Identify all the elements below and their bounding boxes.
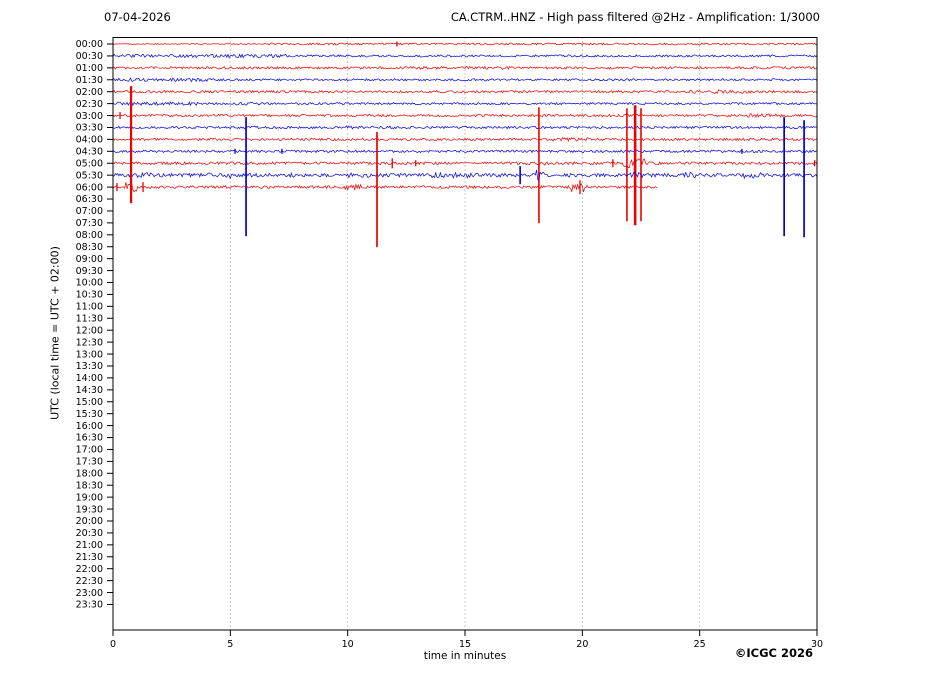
trace-noise-04:30 — [112, 149, 818, 154]
trace-03:30 — [112, 125, 818, 130]
x-tick-label: 15 — [459, 639, 471, 650]
y-tick-label: 13:30 — [76, 361, 103, 372]
date-title: 07-04-2026 — [104, 10, 171, 24]
y-tick-label: 09:00 — [76, 254, 103, 265]
y-tick-label: 18:00 — [76, 469, 103, 480]
y-tick-label: 14:00 — [76, 373, 103, 384]
y-tick-label: 23:30 — [76, 600, 103, 611]
y-tick-label: 12:30 — [76, 337, 103, 348]
y-tick-label: 06:30 — [76, 194, 103, 205]
trace-00:00 — [112, 41, 818, 47]
y-tick-label: 00:30 — [76, 51, 103, 62]
y-tick-label: 02:00 — [76, 87, 103, 98]
trace-04:30 — [112, 148, 818, 154]
trace-noise-05:30 — [112, 169, 818, 181]
y-tick-label: 15:00 — [76, 397, 103, 408]
y-tick-label: 19:00 — [76, 492, 103, 503]
y-tick-label: 11:00 — [76, 302, 103, 313]
x-tick-label: 25 — [694, 639, 706, 650]
trace-06:00 — [112, 86, 658, 248]
trace-01:30 — [112, 77, 818, 83]
y-tick-label: 12:00 — [76, 325, 103, 336]
y-tick-label: 21:00 — [76, 540, 103, 551]
x-axis-ticks: 0 5 10 15 20 25 30 — [110, 630, 823, 650]
y-tick-label: 14:30 — [76, 385, 103, 396]
trace-02:30 — [112, 101, 818, 107]
y-tick-label: 10:00 — [76, 278, 103, 289]
trace-04:00 — [112, 137, 818, 143]
copyright-notice: ©ICGC 2026 — [734, 646, 813, 660]
y-tick-label: 08:30 — [76, 242, 103, 253]
y-tick-label: 16:30 — [76, 433, 103, 444]
trace-01:00 — [112, 65, 818, 71]
y-tick-label: 02:30 — [76, 99, 103, 110]
y-tick-label: 23:00 — [76, 588, 103, 599]
trace-noise-06:00 — [112, 182, 658, 193]
y-tick-label: 22:30 — [76, 576, 103, 587]
trace-noise-01:30 — [112, 77, 818, 83]
y-tick-label: 07:00 — [76, 206, 103, 217]
y-tick-label: 04:00 — [76, 135, 103, 146]
trace-02:00 — [112, 89, 818, 95]
y-tick-label: 22:00 — [76, 564, 103, 575]
y-tick-label: 13:00 — [76, 349, 103, 360]
y-tick-label: 00:00 — [76, 39, 103, 50]
y-tick-label: 06:00 — [76, 182, 103, 193]
y-tick-label: 21:30 — [76, 552, 103, 563]
y-tick-label: 18:30 — [76, 480, 103, 491]
station-title: CA.CTRM..HNZ - High pass filtered @2Hz -… — [450, 10, 820, 24]
y-tick-label: 16:00 — [76, 421, 103, 432]
trace-noise-02:00 — [112, 89, 818, 95]
trace-noise-01:00 — [112, 65, 818, 71]
trace-noise-03:00 — [112, 113, 818, 119]
y-tick-label: 17:00 — [76, 445, 103, 456]
y-tick-label: 11:30 — [76, 313, 103, 324]
gridlines — [229, 37, 701, 630]
x-axis-label: time in minutes — [423, 650, 507, 662]
x-tick-label: 5 — [227, 639, 233, 650]
y-tick-label: 01:00 — [76, 63, 103, 74]
y-tick-label: 17:30 — [76, 457, 103, 468]
trace-noise-03:30 — [112, 125, 818, 130]
trace-03:00 — [112, 112, 818, 120]
y-tick-label: 05:30 — [76, 170, 103, 181]
trace-noise-04:00 — [112, 137, 818, 143]
y-tick-label: 10:30 — [76, 290, 103, 301]
y-tick-label: 03:00 — [76, 111, 103, 122]
x-tick-label: 10 — [342, 639, 354, 650]
y-axis-ticks: 00:0000:3001:0001:3002:0002:3003:0003:30… — [76, 39, 113, 611]
trace-05:00 — [112, 105, 818, 226]
trace-rows — [112, 41, 818, 248]
y-tick-label: 19:30 — [76, 504, 103, 515]
x-tick-label: 20 — [576, 639, 588, 650]
y-tick-label: 05:00 — [76, 158, 103, 169]
x-tick-label: 0 — [110, 639, 116, 650]
y-tick-label: 09:30 — [76, 266, 103, 277]
trace-00:30 — [112, 53, 818, 59]
y-tick-label: 03:30 — [76, 123, 103, 134]
y-tick-label: 07:30 — [76, 218, 103, 229]
y-tick-label: 20:00 — [76, 516, 103, 527]
trace-noise-05:00 — [112, 158, 818, 169]
trace-05:30 — [112, 117, 818, 238]
y-tick-label: 20:30 — [76, 528, 103, 539]
trace-noise-00:30 — [112, 53, 818, 59]
trace-noise-00:00 — [112, 42, 818, 46]
y-tick-label: 04:30 — [76, 147, 103, 158]
y-tick-label: 08:00 — [76, 230, 103, 241]
x-tick-label: 30 — [811, 639, 823, 650]
y-tick-label: 15:30 — [76, 409, 103, 420]
y-tick-label: 01:30 — [76, 75, 103, 86]
trace-noise-02:30 — [112, 101, 818, 107]
